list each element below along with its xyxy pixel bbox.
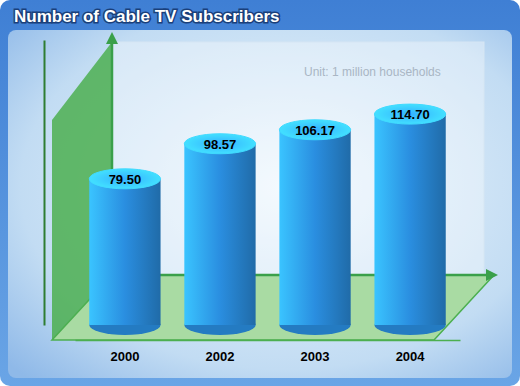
data-label: 114.70 — [391, 107, 430, 122]
arrow-head — [486, 269, 498, 281]
bars — [89, 104, 445, 335]
x-tick: 2000 — [110, 340, 139, 364]
bar — [374, 114, 445, 325]
data-label: 98.57 — [204, 137, 237, 152]
y-axis-line — [44, 41, 46, 326]
x-axis: 2000 2002 2003 2004 — [76, 340, 461, 364]
x-tick: 2002 — [206, 340, 235, 364]
data-label: 79.50 — [109, 172, 142, 187]
x-tick-label: 2002 — [206, 349, 235, 364]
bar — [89, 179, 160, 325]
y-axis — [44, 41, 45, 326]
x-tick-label: 2003 — [301, 349, 330, 364]
bar-top — [184, 134, 255, 154]
bar-top — [374, 104, 445, 124]
subtitle: Unit: 1 million households — [304, 65, 441, 79]
bar-top — [89, 169, 160, 189]
bar — [279, 130, 350, 325]
x-tick: 2003 — [301, 340, 330, 364]
chart-container: 79.50 98.57 106.17 114.70 2000 2002 2003 2004 Nu… — [0, 0, 520, 386]
bar — [184, 144, 255, 325]
arrow-head — [106, 32, 118, 44]
frame — [0, 0, 520, 386]
chart-svg: 79.50 98.57 106.17 114.70 2000 2002 2003 2004 Nu… — [0, 0, 520, 386]
bar-top — [279, 120, 350, 140]
x-tick: 2004 — [396, 340, 426, 364]
x-tick-label: 2000 — [110, 349, 139, 364]
x-tick-label: 2004 — [396, 349, 426, 364]
data-label: 106.17 — [295, 123, 335, 138]
x-axis-line — [76, 340, 461, 342]
inner-panel — [8, 30, 512, 378]
data-labels: 79.50 98.57 106.17 114.70 — [109, 107, 430, 187]
title: Number of Cable TV Subscribers — [14, 7, 279, 26]
